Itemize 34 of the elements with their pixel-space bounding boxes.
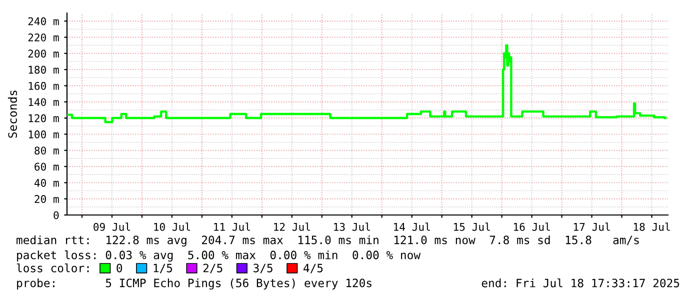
y-tick-label: 0 [54, 211, 59, 220]
x-tick-label: 09 Jul [94, 222, 130, 231]
legend-label: 4/5 [304, 264, 323, 274]
x-tick-label: 14 Jul [394, 222, 430, 231]
y-tick-label: 140 m [28, 98, 59, 106]
y-tick-label: 40 m [34, 178, 59, 187]
x-tick-label: 17 Jul [574, 222, 610, 231]
y-tick-label: 120 m [28, 114, 59, 122]
text: probe: 5 ICMP Echo Pings (56 Bytes) every 120s [17, 278, 372, 290]
x-tick-label: 16 Jul [514, 222, 550, 231]
y-tick-label: 60 m [34, 162, 59, 171]
y-tick-label: 160 m [28, 82, 59, 90]
y-tick-label: 200 m [28, 50, 59, 58]
legend-label: 1/5 [154, 264, 172, 274]
y-tick-label: 180 m [28, 66, 59, 74]
x-tick-label: 12 Jul [274, 222, 310, 231]
legend-title: loss color: [16, 263, 89, 272]
x-tick-label: 10 Jul [154, 222, 190, 231]
y-axis-title: Seconds [8, 90, 17, 138]
x-tick-label: 18 Jul [634, 222, 670, 231]
y-tick-label: 80 m [34, 146, 59, 155]
text: median rtt: 122.8 ms avg 204.7 ms max 115.0 ms min 121.0 ms now 7.8 ms sd 15.8 am/s [16, 235, 639, 247]
x-tick-label: 13 Jul [334, 222, 370, 231]
legend-label: 2/5 [203, 264, 222, 274]
x-tick-label: 11 Jul [214, 222, 250, 231]
legend-label: 0 [116, 264, 122, 272]
y-tick-label: 240 m [28, 17, 59, 26]
legend-label: 3/5 [254, 264, 272, 274]
x-tick-label: 15 Jul [454, 222, 490, 231]
y-tick-label: 220 m [28, 33, 59, 42]
text: end: Fri Jul 18 17:33:17 2025 [482, 278, 680, 288]
y-tick-label: 100 m [28, 130, 59, 138]
y-tick-label: 20 m [34, 195, 59, 204]
text: packet loss: 0.03 % avg 5.00 % max 0.00 % min 0.00 % now [17, 250, 421, 262]
